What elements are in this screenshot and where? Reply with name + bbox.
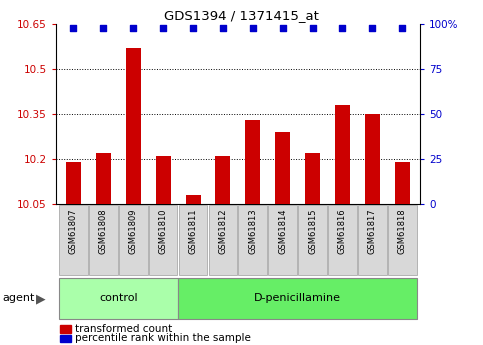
Text: D-penicillamine: D-penicillamine: [254, 293, 341, 303]
FancyBboxPatch shape: [89, 205, 118, 275]
Text: transformed count: transformed count: [75, 324, 172, 334]
Point: [219, 25, 227, 30]
FancyBboxPatch shape: [119, 205, 148, 275]
Bar: [365, 114, 380, 204]
Bar: [66, 162, 81, 204]
Point: [279, 25, 286, 30]
Point: [70, 25, 77, 30]
Bar: [395, 162, 410, 204]
Point: [398, 25, 406, 30]
Point: [249, 25, 256, 30]
FancyBboxPatch shape: [149, 205, 177, 275]
Point: [159, 25, 167, 30]
FancyBboxPatch shape: [328, 205, 357, 275]
Text: GSM61815: GSM61815: [308, 209, 317, 254]
Text: GSM61813: GSM61813: [248, 209, 257, 254]
FancyBboxPatch shape: [269, 205, 297, 275]
Text: GSM61808: GSM61808: [99, 209, 108, 254]
Bar: [335, 105, 350, 204]
FancyBboxPatch shape: [59, 205, 88, 275]
Point: [129, 25, 137, 30]
Point: [339, 25, 346, 30]
Bar: [185, 195, 200, 204]
Text: GSM61816: GSM61816: [338, 209, 347, 254]
Text: agent: agent: [2, 294, 35, 303]
FancyBboxPatch shape: [358, 205, 387, 275]
Text: GSM61811: GSM61811: [188, 209, 198, 254]
Text: GDS1394 / 1371415_at: GDS1394 / 1371415_at: [164, 9, 319, 22]
Bar: [215, 156, 230, 204]
Point: [369, 25, 376, 30]
Bar: [178, 278, 417, 319]
Point: [309, 25, 316, 30]
Text: GSM61814: GSM61814: [278, 209, 287, 254]
Text: GSM61812: GSM61812: [218, 209, 227, 254]
Bar: [126, 48, 141, 204]
Point: [189, 25, 197, 30]
Text: GSM61810: GSM61810: [158, 209, 168, 254]
Bar: [245, 120, 260, 204]
Text: control: control: [99, 293, 138, 303]
FancyBboxPatch shape: [179, 205, 207, 275]
FancyBboxPatch shape: [239, 205, 267, 275]
Bar: [58, 278, 178, 319]
Text: ▶: ▶: [36, 292, 46, 305]
Text: GSM61818: GSM61818: [398, 209, 407, 254]
Point: [99, 25, 107, 30]
Text: GSM61807: GSM61807: [69, 209, 78, 254]
Bar: [156, 156, 170, 204]
Bar: [275, 132, 290, 204]
FancyBboxPatch shape: [209, 205, 237, 275]
FancyBboxPatch shape: [298, 205, 327, 275]
Text: GSM61809: GSM61809: [129, 209, 138, 254]
Text: GSM61817: GSM61817: [368, 209, 377, 254]
FancyBboxPatch shape: [388, 205, 417, 275]
Bar: [305, 153, 320, 204]
Text: percentile rank within the sample: percentile rank within the sample: [75, 334, 251, 343]
Bar: [96, 153, 111, 204]
